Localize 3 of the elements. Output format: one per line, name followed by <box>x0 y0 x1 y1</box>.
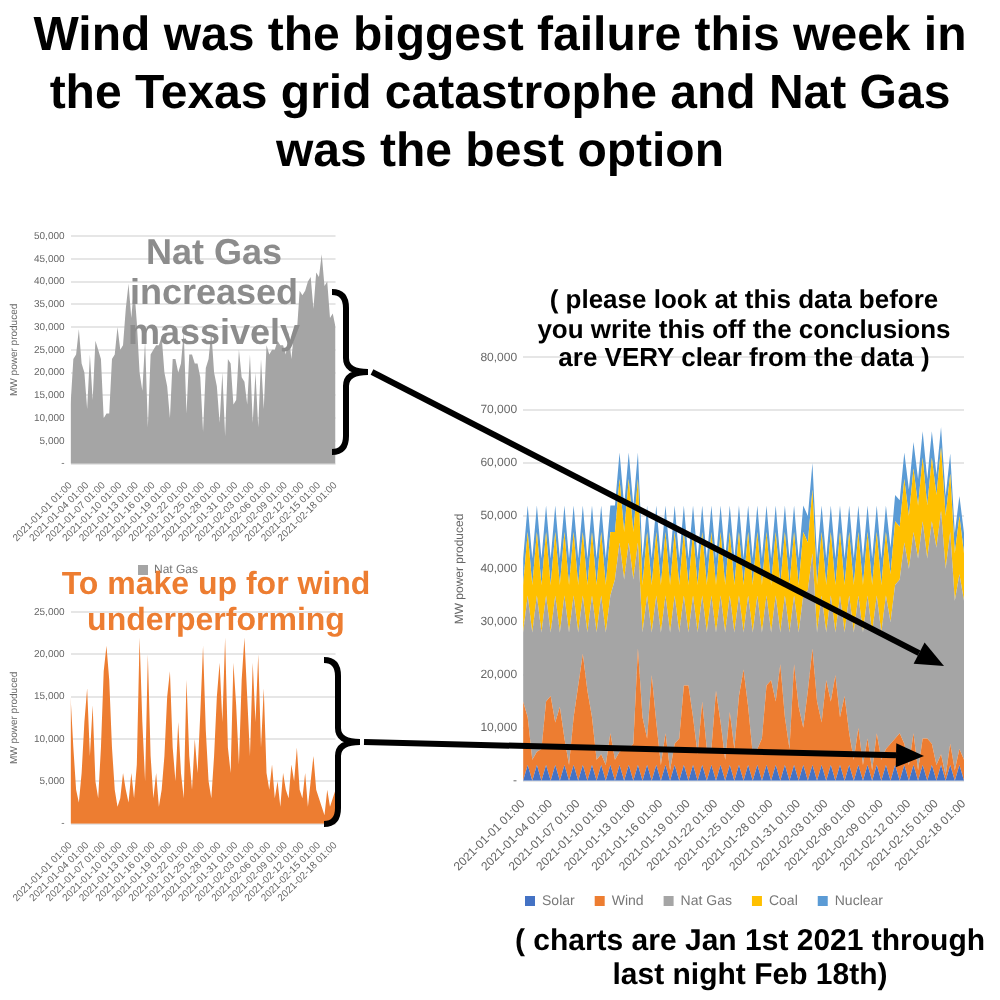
text: Wind was the biggest failure this week in the Texas grid catastrophe and Nat Gas was the best option <box>31 8 969 181</box>
text: ( charts are Jan 1st 2021 through last night Feb 18th) <box>512 924 988 994</box>
annotation: ( please look at this data before you write this off the conclusions are VERY clear from the data ) <box>535 284 953 374</box>
